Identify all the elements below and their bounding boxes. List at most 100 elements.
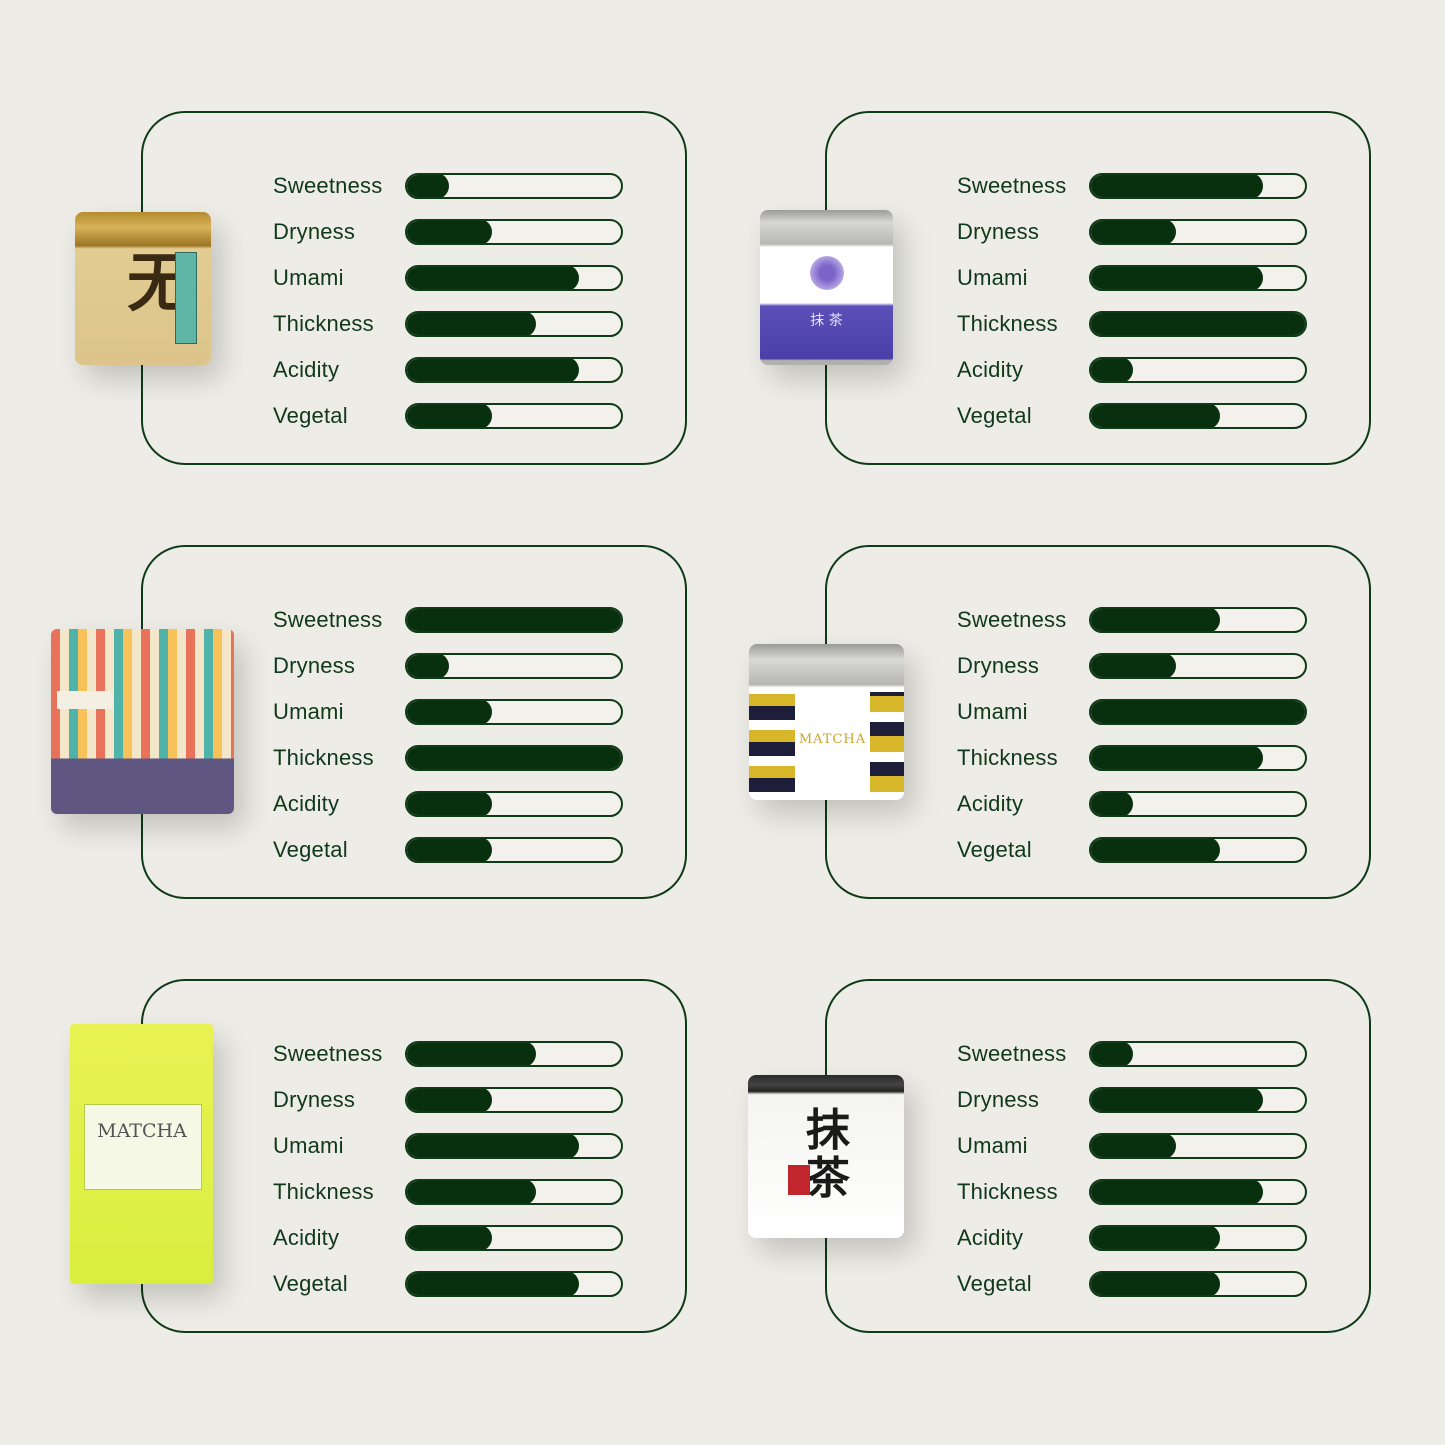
attribute-bar [1089,357,1307,383]
attribute-label: Dryness [957,653,1040,678]
attribute-label: Vegetal [957,837,1032,862]
attribute-bar-fill [1091,221,1176,243]
yellow-matcha-pouch-image: MATCHA [70,1024,213,1284]
attribute-bar [405,311,623,337]
attribute-row: Dryness [957,209,1307,255]
attribute-list: Sweetness Dryness Umami Thickness Acidit… [957,1031,1307,1307]
attribute-bar-fill [407,267,579,289]
attribute-bar [1089,403,1307,429]
attribute-list: Sweetness Dryness Umami Thickness Acidit… [957,163,1307,439]
attribute-bar-fill [1091,1273,1220,1295]
attribute-label: Vegetal [273,403,348,428]
organic-matcha-tin-image: MATCHA [749,644,904,800]
attribute-bar [1089,219,1307,245]
tin-label-text: MATCHA [798,732,867,747]
attribute-row: Sweetness [273,163,623,209]
attribute-row: Vegetal [273,827,623,873]
attribute-bar-fill [407,609,621,631]
attribute-label: Thickness [273,1179,374,1204]
attribute-bar-fill [407,1089,492,1111]
attribute-row: Umami [957,689,1307,735]
attribute-bar-fill [407,1135,579,1157]
attribute-bar [405,791,623,817]
attribute-row: Sweetness [957,163,1307,209]
attribute-label: Umami [273,1133,344,1158]
attribute-bar [1089,745,1307,771]
red-seal-icon [788,1165,810,1195]
attribute-label: Thickness [273,745,374,770]
kirishima-can-image: 抹茶 [748,1075,904,1238]
attribute-bar [405,1271,623,1297]
attribute-bar-fill [1091,1135,1176,1157]
attribute-label: Vegetal [957,403,1032,428]
attribute-label: Dryness [957,1087,1040,1112]
attribute-row: Vegetal [957,1261,1307,1307]
pouch-label [84,1104,202,1190]
pouch-label [57,691,113,709]
attribute-bar-fill [1091,405,1220,427]
product-card-3: Sweetness Dryness Umami Thickness Acidit… [141,545,687,899]
attribute-bar-fill [407,1227,492,1249]
attribute-label: Dryness [273,1087,356,1112]
attribute-bar-fill [1091,1043,1133,1065]
attribute-row: Umami [957,255,1307,301]
attribute-label: Sweetness [273,173,383,198]
attribute-bar [1089,1041,1307,1067]
attribute-label: Acidity [273,791,340,816]
attribute-bar-fill [407,1043,536,1065]
attribute-bar [405,357,623,383]
attribute-bar-fill [1091,1181,1263,1203]
attribute-row: Dryness [273,643,623,689]
attribute-label: Acidity [273,1225,340,1250]
attribute-bar-fill [407,655,449,677]
attribute-label: Acidity [957,357,1024,382]
attribute-label: Dryness [273,219,356,244]
attribute-row: Thickness [957,735,1307,781]
attribute-label: Acidity [273,357,340,382]
attribute-label: Umami [273,265,344,290]
attribute-row: Vegetal [957,827,1307,873]
can-kanji-text: 抹 茶 [810,313,843,329]
attribute-row: Umami [273,689,623,735]
attribute-bar-fill [1091,313,1305,335]
attribute-row: Thickness [273,1169,623,1215]
pattern-block-left [749,692,795,792]
attribute-bar [1089,607,1307,633]
can-kanji-text: 抹茶 [806,1105,850,1204]
attribute-bar [405,403,623,429]
attribute-row: Umami [957,1123,1307,1169]
attribute-bar [1089,173,1307,199]
attribute-bar [405,173,623,199]
attribute-bar-fill [1091,701,1305,723]
product-card-6: Sweetness Dryness Umami Thickness Acidit… [825,979,1371,1333]
attribute-label: Acidity [957,1225,1024,1250]
attribute-bar [405,607,623,633]
attribute-bar [1089,1087,1307,1113]
attribute-label: Dryness [957,219,1040,244]
attribute-label: Thickness [957,311,1058,336]
attribute-bar-fill [1091,1089,1263,1111]
nakai-purple-can-image: 抹 茶 [760,210,893,365]
attribute-bar [1089,699,1307,725]
attribute-bar [405,1087,623,1113]
attribute-row: Thickness [273,301,623,347]
pattern-block-right [870,692,904,792]
attribute-row: Vegetal [273,1261,623,1307]
attribute-row: Sweetness [273,597,623,643]
attribute-bar [405,1179,623,1205]
attribute-row: Vegetal [273,393,623,439]
attribute-bar-fill [1091,793,1133,815]
attribute-label: Umami [957,1133,1028,1158]
attribute-bar-fill [1091,655,1176,677]
attribute-label: Acidity [957,791,1024,816]
attribute-label: Umami [957,699,1028,724]
attribute-row: Acidity [957,347,1307,393]
attribute-label: Sweetness [957,1041,1067,1066]
attribute-row: Dryness [273,209,623,255]
attribute-label: Vegetal [957,1271,1032,1296]
attribute-bar [1089,1179,1307,1205]
attribute-label: Sweetness [957,173,1067,198]
attribute-bar [1089,653,1307,679]
attribute-bar-fill [407,175,449,197]
attribute-row: Vegetal [957,393,1307,439]
